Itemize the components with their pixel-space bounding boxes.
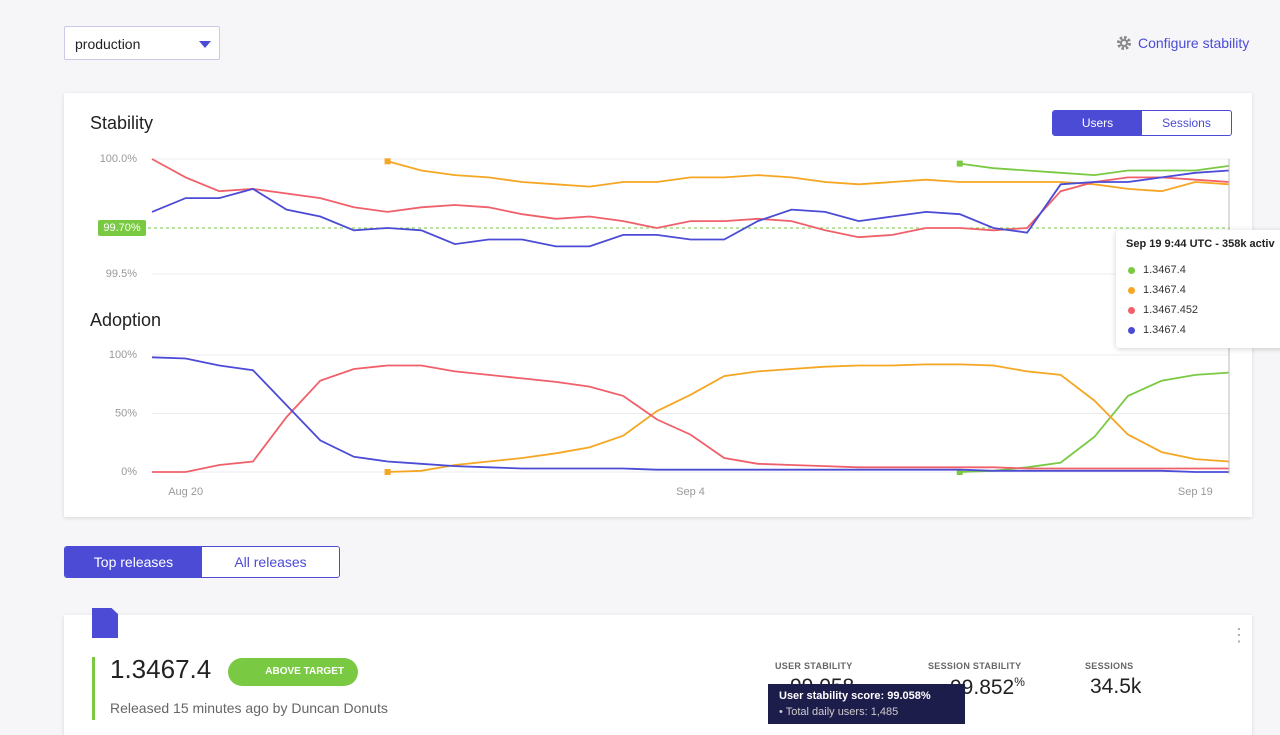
more-menu[interactable]: ⋮ — [1230, 625, 1248, 645]
y-tick-label: 50% — [115, 407, 137, 419]
x-tick-label: Aug 20 — [168, 486, 203, 498]
series-line — [152, 364, 1229, 473]
tooltip-title: Sep 19 9:44 UTC - 358k activ — [1126, 238, 1275, 250]
stat-value: 34.5k — [1090, 675, 1142, 698]
page: {"header": {"environment": "production",… — [64, 26, 1280, 724]
target-badge — [98, 220, 146, 236]
legend-dot — [1128, 286, 1135, 294]
series-line — [387, 160, 1230, 193]
stat-label: SESSIONS — [1085, 661, 1134, 671]
y-tick-label: 0% — [121, 466, 137, 478]
legend-label: 1.3467.4 — [1143, 264, 1186, 276]
series-start-marker — [956, 160, 963, 167]
tab-label: Top releases — [93, 554, 174, 570]
session-stability: 99.852 — [950, 676, 1015, 699]
score-text: User stability score: 99.058% — [779, 690, 931, 702]
legend-label: 1.3467.452 — [1143, 304, 1199, 316]
legend-dot — [1128, 306, 1135, 314]
series-line — [151, 158, 1230, 239]
target-label: 99.70% — [103, 222, 141, 234]
chart-title: Stability — [90, 113, 154, 133]
legend-dot — [1128, 326, 1135, 334]
stat-value: 99.852% — [950, 675, 1025, 700]
chart: 100.0% 99.5% 99.70% 100% 50% 0% Aug 20 Sep 4 Sep… — [98, 153, 1230, 498]
y-tick-label: 99.5% — [106, 268, 137, 280]
x-tick-label: Sep 4 — [676, 486, 705, 498]
stat-label: SESSION STABILITY — [928, 661, 1022, 671]
tooltip-item: 1.3467.4 — [1116, 320, 1280, 340]
target-badge: ABOVE TARGET — [228, 658, 358, 686]
series-start-marker — [384, 469, 391, 475]
release-info: Released 15 minutes ago by Duncan Donuts — [110, 700, 388, 716]
series-line — [959, 371, 1230, 473]
y-tick-label: 100% — [109, 349, 137, 361]
tooltip-item: 1.3467.4 — [1116, 260, 1280, 280]
hover-tooltip: Sep 19 9:44 UTC - 358k activ 1.3467.4 1.3… — [1116, 230, 1280, 348]
configure-text: Configure stability — [1138, 35, 1250, 51]
series-line — [387, 363, 1230, 473]
tab-top-releases[interactable]: Top releases — [65, 547, 202, 577]
series-start-marker — [384, 158, 391, 165]
tooltip-item: 1.3467.452 — [1116, 300, 1280, 320]
gear-icon — [1117, 36, 1131, 50]
series-line — [151, 169, 1230, 248]
chart-card — [64, 93, 1252, 517]
release-version: 1.3467.4 — [110, 654, 212, 684]
release-tabs: Top releases All releases — [64, 546, 340, 578]
status-bar — [92, 657, 95, 720]
configure-link[interactable]: Configure stability — [1116, 35, 1249, 51]
users-value: Total daily users: 1,485 — [785, 706, 899, 718]
stat-label: USER STABILITY — [775, 661, 853, 671]
series-line — [151, 356, 1229, 473]
toggle-sessions[interactable]: Sessions — [1162, 116, 1211, 130]
tab-label: All releases — [234, 554, 307, 570]
toggle-users[interactable]: Users — [1053, 111, 1142, 135]
users-text: • Total daily users: 1,485 — [779, 706, 899, 718]
chart-title: Adoption — [90, 310, 162, 330]
series-start-marker — [956, 469, 963, 475]
legend-dot — [1128, 266, 1135, 274]
tooltip-item: 1.3467.4 — [1116, 280, 1280, 300]
environment-dropdown[interactable]: production — [64, 26, 220, 60]
unit: % — [1014, 675, 1025, 689]
series-line — [959, 162, 1230, 177]
shield-icon — [92, 608, 118, 638]
caret — [199, 41, 211, 48]
x-tick-label: Sep 19 — [1178, 486, 1213, 498]
y-tick-label: 100.0% — [100, 153, 138, 165]
environment: production — [75, 36, 141, 52]
legend-label: 1.3467.4 — [1143, 284, 1186, 296]
legend-label: 1.3467.4 — [1143, 324, 1186, 336]
score-tooltip: User stability score: 99.058% • Total da… — [768, 684, 965, 724]
users-sessions-toggle: Users Sessions — [1052, 110, 1232, 136]
tab-all-releases[interactable]: All releases — [202, 547, 339, 577]
